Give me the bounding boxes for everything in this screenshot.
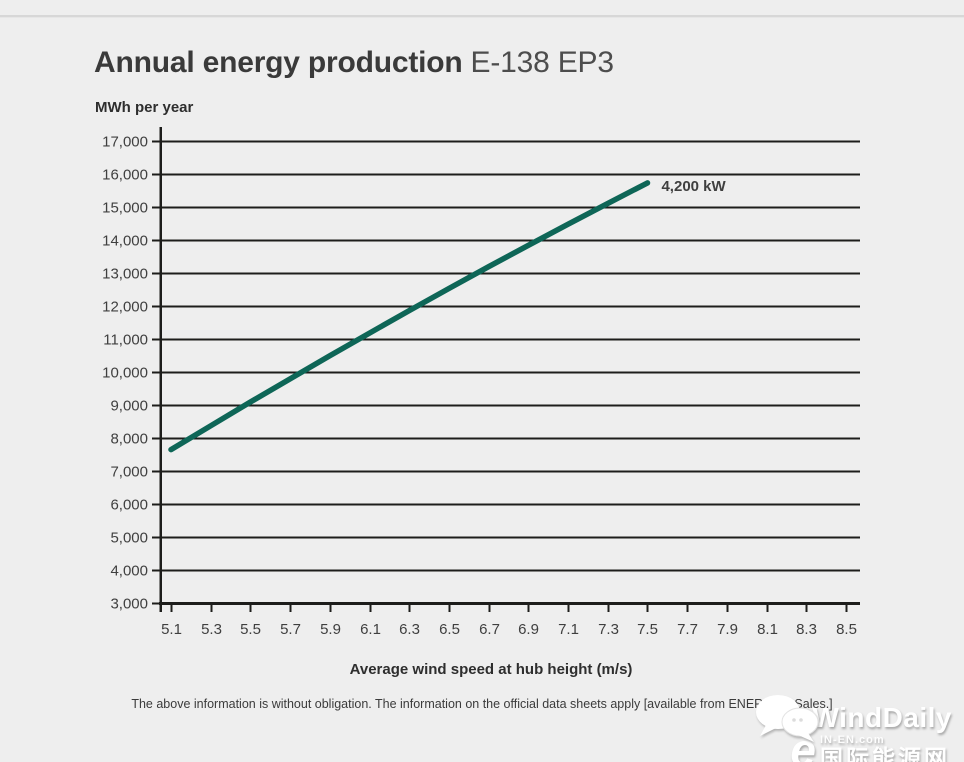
watermark-brand-row: WindDaily xyxy=(752,692,952,744)
watermark-site-url: IN-EN.com xyxy=(820,734,885,746)
x-tick-label: 6.1 xyxy=(360,621,381,638)
x-tick-label: 6.3 xyxy=(399,621,420,638)
x-tick-label: 7.3 xyxy=(598,621,619,638)
x-tick-label: 6.9 xyxy=(518,621,539,638)
y-tick-label: 7,000 xyxy=(110,464,148,481)
y-tick-label: 6,000 xyxy=(110,497,148,514)
y-tick-label: 15,000 xyxy=(102,200,148,217)
disclaimer-text: The above information is without obligat… xyxy=(131,697,833,711)
x-tick-label: 5.7 xyxy=(280,621,301,638)
x-tick-label: 5.5 xyxy=(240,621,261,638)
x-tick-label: 7.5 xyxy=(637,621,658,638)
title-main: Annual energy production xyxy=(94,46,463,79)
x-tick-label: 5.3 xyxy=(201,621,222,638)
aep-curve xyxy=(168,180,651,453)
watermark-site-name-cn: 国际能源网 xyxy=(820,745,950,762)
y-tick-label: 13,000 xyxy=(102,266,148,283)
watermark: WindDaily e IN-EN.com 国际能源网 xyxy=(752,692,952,762)
x-tick-label: 5.1 xyxy=(161,621,182,638)
x-tick-label: 7.9 xyxy=(717,621,738,638)
x-tick-label: 7.1 xyxy=(558,621,579,638)
x-tick-label: 6.5 xyxy=(439,621,460,638)
x-tick-label: 8.3 xyxy=(796,621,817,638)
x-tick-label: 5.9 xyxy=(320,621,341,638)
y-tick-label: 14,000 xyxy=(102,233,148,250)
top-divider xyxy=(0,15,964,18)
y-tick-label: 10,000 xyxy=(102,365,148,382)
y-tick-label: 3,000 xyxy=(110,596,148,613)
speech-bubbles-icon xyxy=(756,695,819,742)
x-tick-label: 6.7 xyxy=(479,621,500,638)
title-model-code: E-138 EP3 xyxy=(470,46,614,79)
y-axis-units-label: MWh per year xyxy=(95,99,194,116)
x-axis-title: Average wind speed at hub height (m/s) xyxy=(349,661,633,678)
y-tick-label: 17,000 xyxy=(102,134,148,151)
y-tick-label: 4,000 xyxy=(110,563,148,580)
y-tick-label: 8,000 xyxy=(110,431,148,448)
x-tick-label: 7.7 xyxy=(677,621,698,638)
y-tick-label: 11,000 xyxy=(103,332,148,349)
y-tick-label: 5,000 xyxy=(110,530,148,547)
y-tick-label: 16,000 xyxy=(102,167,148,184)
x-tick-label: 8.5 xyxy=(836,621,857,638)
x-tick-label: 8.1 xyxy=(757,621,778,638)
curve-annotation: 4,200 kW xyxy=(661,178,726,195)
watermark-brand: WindDaily xyxy=(812,702,952,733)
y-tick-label: 9,000 xyxy=(110,398,148,415)
page-title: Annual energy production E-138 EP3 xyxy=(94,46,614,80)
y-tick-label: 12,000 xyxy=(102,299,148,316)
